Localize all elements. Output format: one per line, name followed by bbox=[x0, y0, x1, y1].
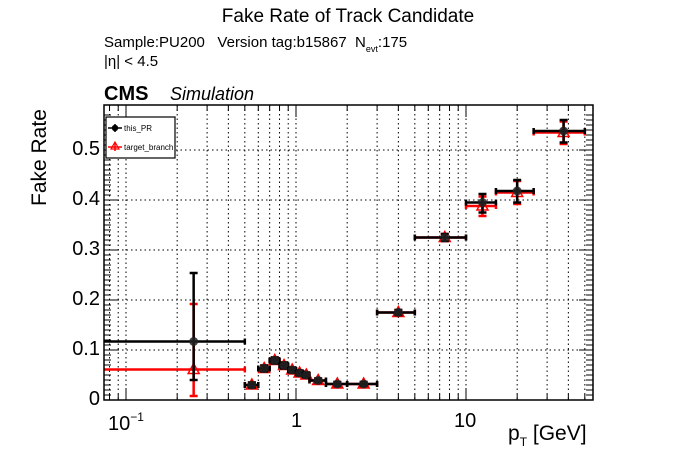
grid-lines bbox=[104, 105, 593, 400]
y-tick-label: 0 bbox=[88, 388, 100, 410]
sample-label: Sample:PU200 bbox=[104, 34, 205, 51]
y-tick-label: 0.5 bbox=[72, 138, 100, 160]
filled-circle-icon bbox=[247, 380, 257, 390]
nevt-value: :175 bbox=[377, 34, 408, 51]
legend: this_PR target_branch bbox=[105, 116, 176, 159]
nevt-prefix: N bbox=[355, 34, 366, 51]
plot-frame bbox=[103, 104, 594, 401]
eta-cut-label: |η| < 4.5 bbox=[104, 53, 159, 70]
filled-circle-icon bbox=[270, 356, 280, 365]
x-axis-label: pT [GeV] bbox=[508, 422, 587, 449]
nevt-sub: evt bbox=[365, 44, 378, 54]
x-label-sub: T bbox=[519, 435, 528, 449]
x-tick-base: 10 bbox=[454, 410, 477, 432]
filled-circle-icon bbox=[111, 124, 119, 132]
version-label: Version tag:b15867 bbox=[217, 34, 347, 51]
legend-item-this-pr: this_PR bbox=[108, 124, 152, 133]
filled-circle-icon bbox=[477, 198, 487, 207]
filled-circle-icon bbox=[359, 379, 369, 389]
x-tick-base: 1 bbox=[291, 410, 303, 432]
y-tick-label: 0.1 bbox=[72, 338, 100, 360]
y-tick-label: 0.3 bbox=[72, 238, 100, 260]
series-target-branch bbox=[104, 120, 587, 398]
chart-title: Fake Rate of Track Candidate bbox=[221, 6, 475, 27]
sample-info: Sample:PU200 Version tag:b15867 Nevt:175 bbox=[104, 34, 407, 54]
legend-box bbox=[105, 116, 176, 159]
filled-circle-icon bbox=[287, 365, 297, 375]
filled-circle-icon bbox=[301, 370, 311, 380]
filled-circle-icon bbox=[332, 379, 342, 389]
cms-label: CMS bbox=[104, 83, 149, 105]
x-tick-base: 10 bbox=[108, 413, 131, 435]
filled-circle-icon bbox=[189, 337, 199, 346]
legend-label: target_branch bbox=[124, 143, 173, 152]
x-tick-label: 1 bbox=[291, 410, 302, 433]
open-triangle-icon bbox=[109, 140, 121, 150]
x-tick-label: 10−1 bbox=[108, 410, 144, 436]
x-tick-exp: −1 bbox=[130, 410, 144, 424]
axis-ticks bbox=[104, 105, 593, 401]
x-tick-label: 10 bbox=[454, 410, 476, 433]
y-tick-label: 0.2 bbox=[72, 288, 100, 310]
x-label-unit: [GeV] bbox=[527, 422, 587, 445]
y-tick-label: 0.4 bbox=[72, 188, 100, 210]
filled-circle-icon bbox=[259, 364, 269, 373]
filled-circle-icon bbox=[559, 126, 569, 136]
legend-item-target-branch: target_branch bbox=[108, 140, 173, 152]
filled-circle-icon bbox=[512, 186, 522, 196]
filled-circle-icon bbox=[279, 361, 289, 370]
simulation-label: Simulation bbox=[170, 84, 255, 104]
filled-circle-icon bbox=[440, 233, 450, 242]
filled-circle-icon bbox=[313, 376, 323, 385]
legend-label: this_PR bbox=[124, 124, 152, 133]
filled-circle-icon bbox=[393, 308, 403, 317]
series-this-pr bbox=[104, 118, 587, 390]
x-label-main: p bbox=[508, 422, 520, 445]
